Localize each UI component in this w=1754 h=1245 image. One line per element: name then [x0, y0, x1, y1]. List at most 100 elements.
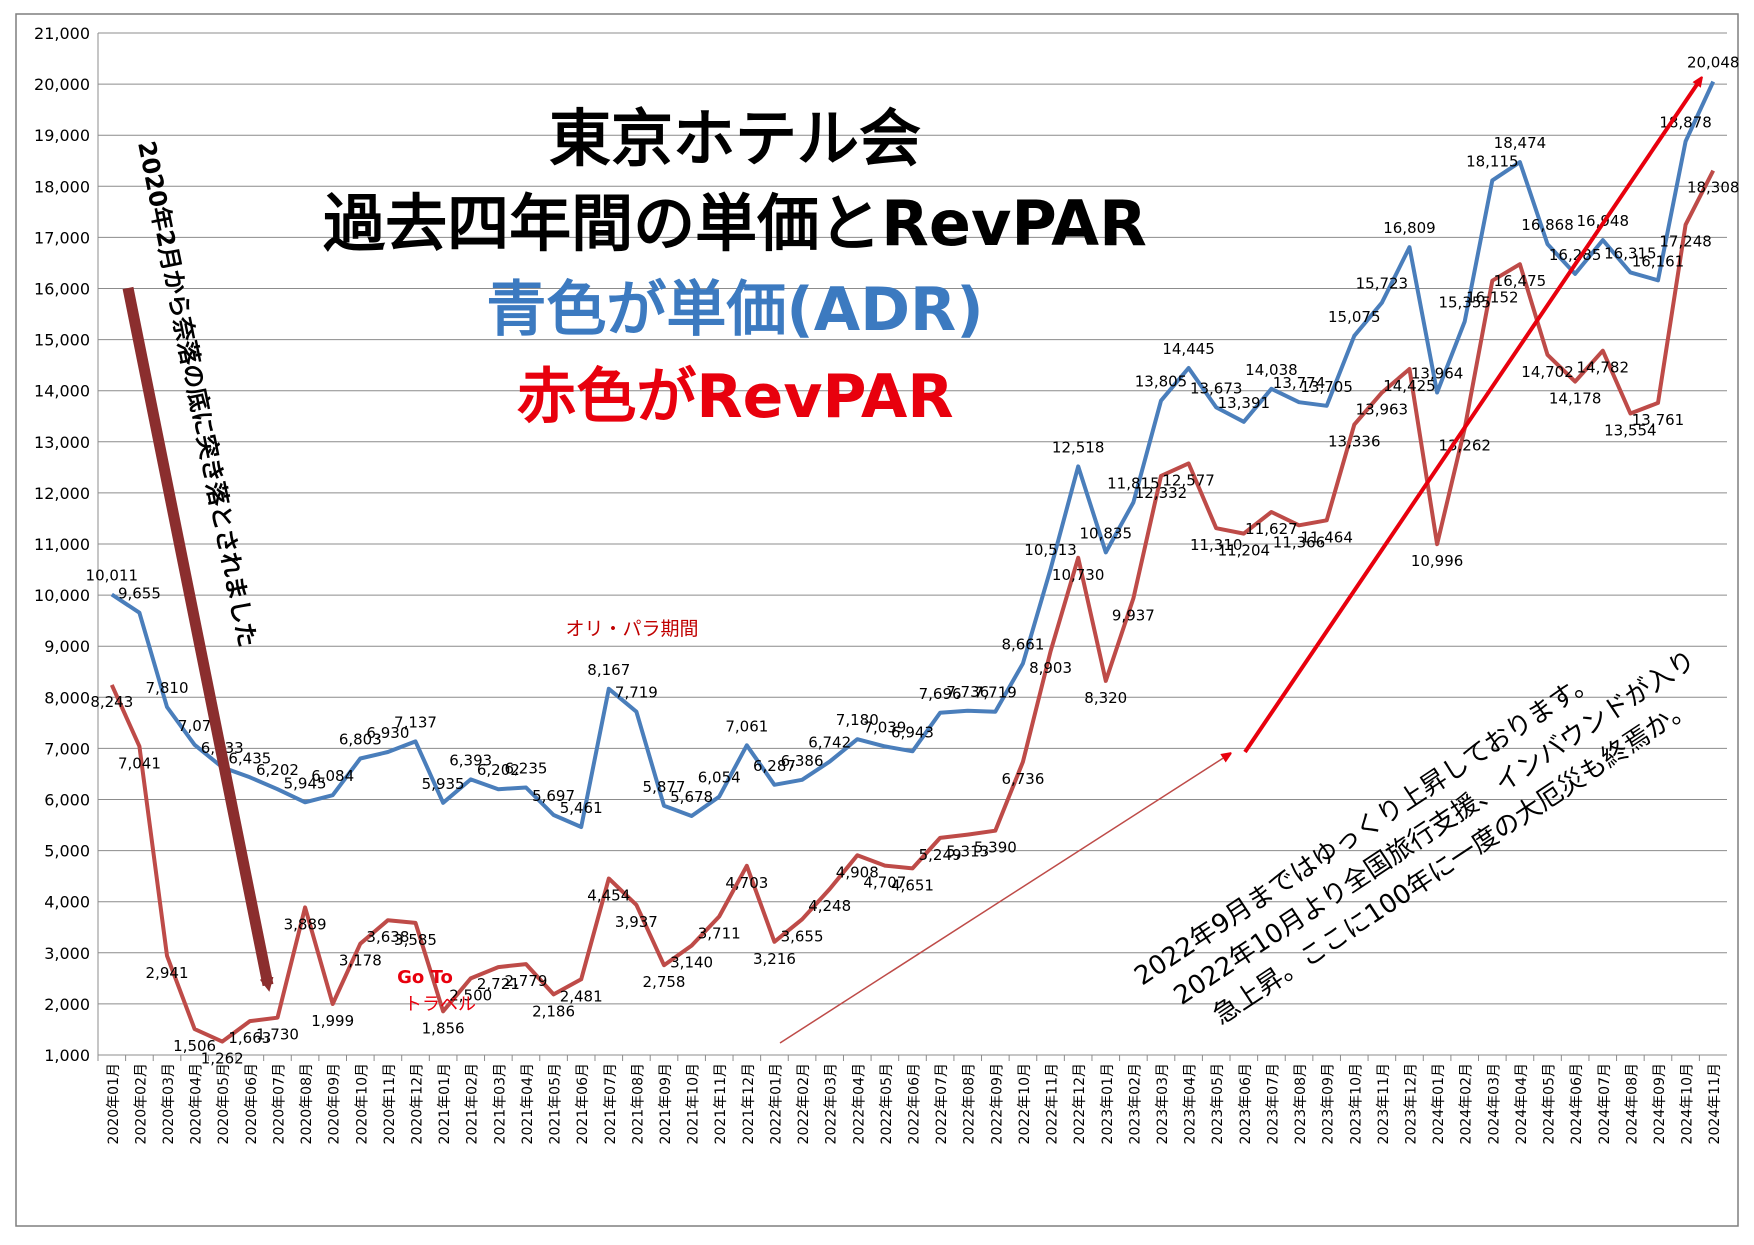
y-tick-label: 11,000: [34, 535, 90, 554]
data-label-revpar: 3,655: [781, 927, 824, 945]
y-tick-label: 20,000: [34, 75, 90, 94]
y-tick-label: 1,000: [44, 1046, 90, 1065]
x-tick-label: 2024年07月: [1597, 1063, 1613, 1144]
y-tick-label: 13,000: [34, 433, 90, 452]
data-label-adr: 5,461: [560, 799, 603, 817]
x-tick-label: 2022年01月: [768, 1063, 784, 1144]
x-tick-label: 2023年05月: [1210, 1063, 1226, 1144]
data-label-revpar: 14,702: [1521, 363, 1574, 381]
data-label-revpar: 3,937: [615, 913, 658, 931]
data-label-adr: 6,235: [504, 759, 547, 777]
data-label-revpar: 8,903: [1029, 659, 1072, 677]
data-label-revpar: 6,736: [1001, 770, 1044, 788]
y-tick-label: 4,000: [44, 893, 90, 912]
x-tick-label: 2021年02月: [465, 1063, 481, 1144]
goto-travel-line2: トラベル: [404, 994, 476, 1015]
x-tick-label: 2024年01月: [1431, 1063, 1447, 1144]
data-label-revpar: 9,937: [1112, 606, 1155, 624]
y-tick-label: 3,000: [44, 944, 90, 963]
data-label-revpar: 14,782: [1577, 359, 1630, 377]
data-label-revpar: 3,140: [670, 954, 713, 972]
x-tick-label: 2021年10月: [686, 1063, 702, 1144]
data-label-revpar: 1,856: [422, 1019, 465, 1037]
data-label-revpar: 14,425: [1383, 377, 1436, 395]
data-label-revpar: 12,577: [1162, 471, 1215, 489]
x-tick-label: 2023年04月: [1183, 1063, 1199, 1144]
data-label-revpar: 3,585: [394, 931, 437, 949]
data-label-adr: 6,386: [781, 752, 824, 770]
x-tick-label: 2020年04月: [189, 1063, 205, 1144]
x-tick-label: 2021年04月: [520, 1063, 536, 1144]
data-label-revpar: 13,963: [1356, 401, 1409, 419]
data-label-revpar: 2,941: [146, 964, 189, 982]
y-tick-label: 7,000: [44, 739, 90, 758]
data-label-revpar: 3,889: [284, 915, 327, 933]
data-label-revpar: 4,703: [725, 874, 768, 892]
x-tick-label: 2020年06月: [244, 1063, 260, 1144]
x-tick-label: 2023年01月: [1100, 1063, 1116, 1144]
x-tick-label: 2021年06月: [575, 1063, 591, 1144]
x-tick-label: 2022年06月: [907, 1063, 923, 1144]
data-label-adr: 13,805: [1135, 373, 1188, 391]
x-tick-label: 2020年08月: [299, 1063, 315, 1144]
y-tick-label: 21,000: [34, 24, 90, 43]
x-tick-label: 2022年12月: [1072, 1063, 1088, 1144]
x-tick-label: 2021年09月: [658, 1063, 674, 1144]
data-label-adr: 6,054: [698, 769, 741, 787]
x-tick-label: 2023年07月: [1265, 1063, 1281, 1144]
legend-blue-adr: 青色が単価(ADR): [486, 275, 983, 345]
x-tick-label: 2021年08月: [630, 1063, 646, 1144]
x-tick-label: 2021年11月: [713, 1063, 729, 1144]
data-label-adr: 14,445: [1162, 340, 1215, 358]
x-tick-label: 2022年10月: [1017, 1063, 1033, 1144]
data-label-adr: 13,705: [1300, 378, 1353, 396]
data-label-revpar: 10,730: [1052, 566, 1105, 584]
x-tick-label: 2022年04月: [851, 1063, 867, 1144]
x-tick-label: 2023年12月: [1403, 1063, 1419, 1144]
data-label-adr: 7,061: [725, 717, 768, 735]
data-label-revpar: 1,730: [256, 1026, 299, 1044]
x-tick-label: 2020年02月: [133, 1063, 149, 1144]
x-tick-label: 2024年08月: [1624, 1063, 1640, 1144]
data-label-adr: 5,678: [670, 788, 713, 806]
x-tick-label: 2022年03月: [824, 1063, 840, 1144]
x-tick-label: 2023年10月: [1348, 1063, 1364, 1144]
data-label-adr: 7,810: [146, 679, 189, 697]
data-label-adr: 15,075: [1328, 308, 1381, 326]
x-tick-label: 2023年06月: [1238, 1063, 1254, 1144]
data-label-adr: 16,161: [1632, 252, 1685, 270]
data-label-revpar: 18,308: [1687, 179, 1740, 197]
x-tick-label: 2020年07月: [271, 1063, 287, 1144]
data-label-revpar: 11,464: [1300, 528, 1353, 546]
data-label-revpar: 16,475: [1494, 272, 1547, 290]
data-label-adr: 8,167: [587, 661, 630, 679]
data-label-revpar: 16,152: [1466, 289, 1519, 307]
y-tick-label: 5,000: [44, 842, 90, 861]
x-tick-label: 2022年08月: [962, 1063, 978, 1144]
data-label-revpar: 2,758: [643, 973, 686, 991]
x-tick-label: 2020年09月: [327, 1063, 343, 1144]
x-tick-label: 2024年09月: [1652, 1063, 1668, 1144]
x-tick-label: 2024年05月: [1542, 1063, 1558, 1144]
data-label-adr: 10,513: [1024, 541, 1077, 559]
data-label-revpar: 5,390: [974, 839, 1017, 857]
x-tick-label: 2020年10月: [354, 1063, 370, 1144]
data-label-revpar: 3,216: [753, 950, 796, 968]
data-label-revpar: 7,041: [118, 754, 161, 772]
data-label-adr: 10,011: [86, 567, 139, 585]
data-label-adr: 7,137: [394, 713, 437, 731]
data-label-adr: 7,07: [178, 717, 211, 735]
data-label-revpar: 8,243: [90, 693, 133, 711]
y-tick-label: 2,000: [44, 995, 90, 1014]
x-tick-label: 2024年04月: [1514, 1063, 1530, 1144]
x-tick-label: 2023年08月: [1293, 1063, 1309, 1144]
data-label-revpar: 2,481: [560, 987, 603, 1005]
data-label-adr: 13,391: [1218, 394, 1271, 412]
y-tick-label: 6,000: [44, 791, 90, 810]
x-tick-label: 2021年12月: [741, 1063, 757, 1144]
data-label-revpar: 8,320: [1084, 689, 1127, 707]
x-tick-label: 2024年11月: [1707, 1063, 1723, 1144]
x-tick-label: 2020年03月: [161, 1063, 177, 1144]
data-label-adr: 16,809: [1383, 219, 1436, 237]
